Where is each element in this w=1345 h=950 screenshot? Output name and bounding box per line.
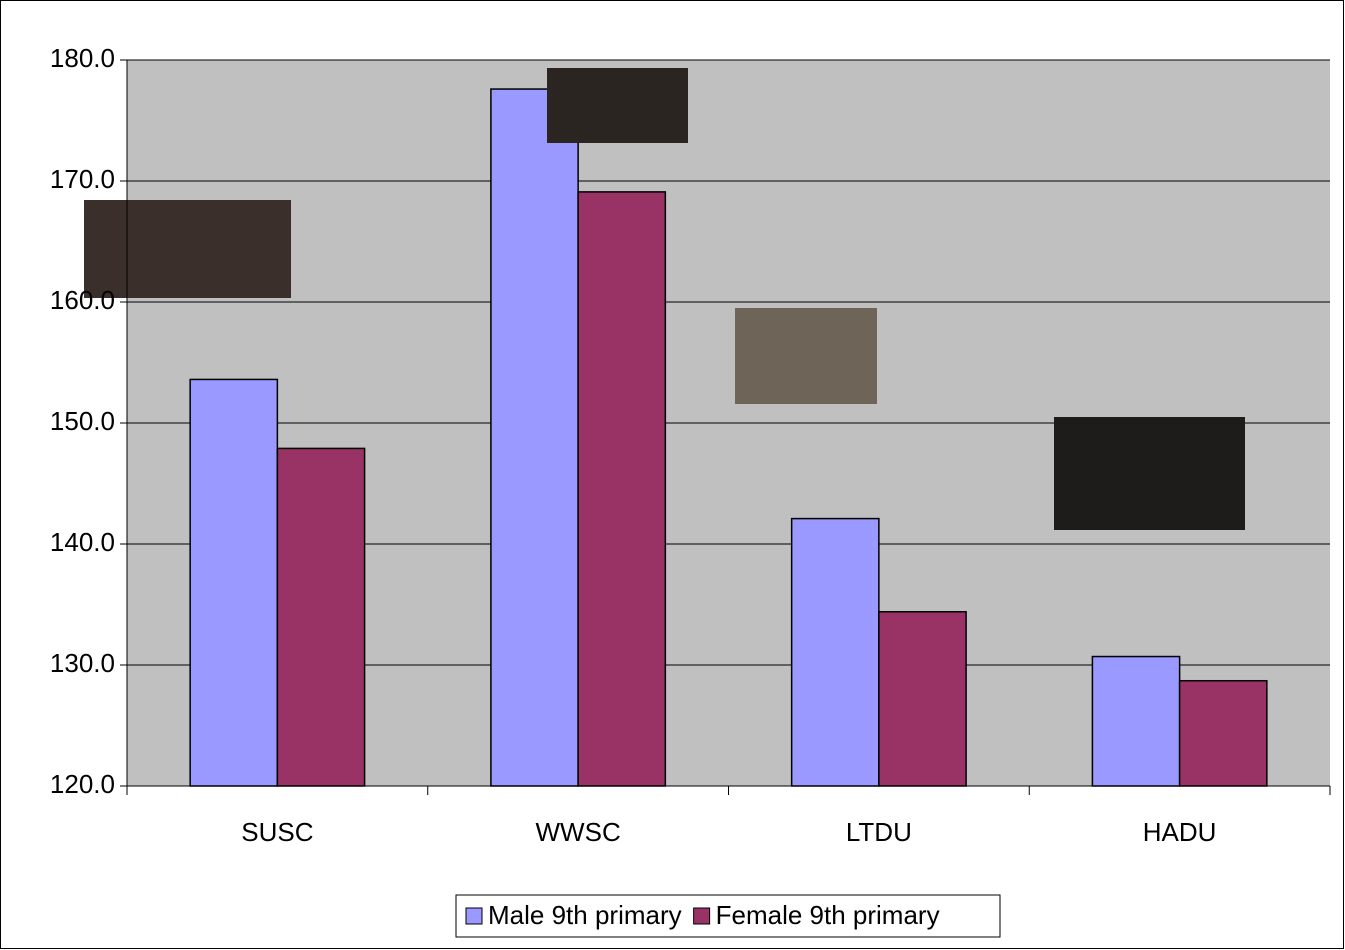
bar [276,447,366,787]
bar [577,191,667,787]
y-tick-label: 180.0 [50,43,115,73]
x-tick-label: SUSC [241,817,313,847]
photo [735,308,877,404]
bar [490,88,579,787]
x-tick-label: HADU [1143,817,1217,847]
photo [547,68,688,143]
legend-label: Female 9th primary [716,900,940,930]
y-tick-label: 120.0 [50,769,115,799]
bar [1091,655,1181,787]
bar [189,378,279,787]
bar [1178,679,1268,787]
photo [84,200,291,298]
photo [1054,417,1245,530]
legend-swatch [693,907,711,925]
y-tick-label: 160.0 [50,285,115,315]
legend-label: Male 9th primary [488,900,682,930]
y-tick-label: 170.0 [50,164,115,194]
bar [878,611,967,787]
photos [84,68,1245,530]
x-tick-label: WWSC [536,817,621,847]
legend-swatch [465,907,483,925]
y-tick-label: 140.0 [50,527,115,557]
bar [790,517,880,787]
y-tick-label: 130.0 [50,648,115,678]
y-tick-label: 150.0 [50,406,115,436]
legend [455,894,1001,938]
x-tick-label: LTDU [846,817,912,847]
